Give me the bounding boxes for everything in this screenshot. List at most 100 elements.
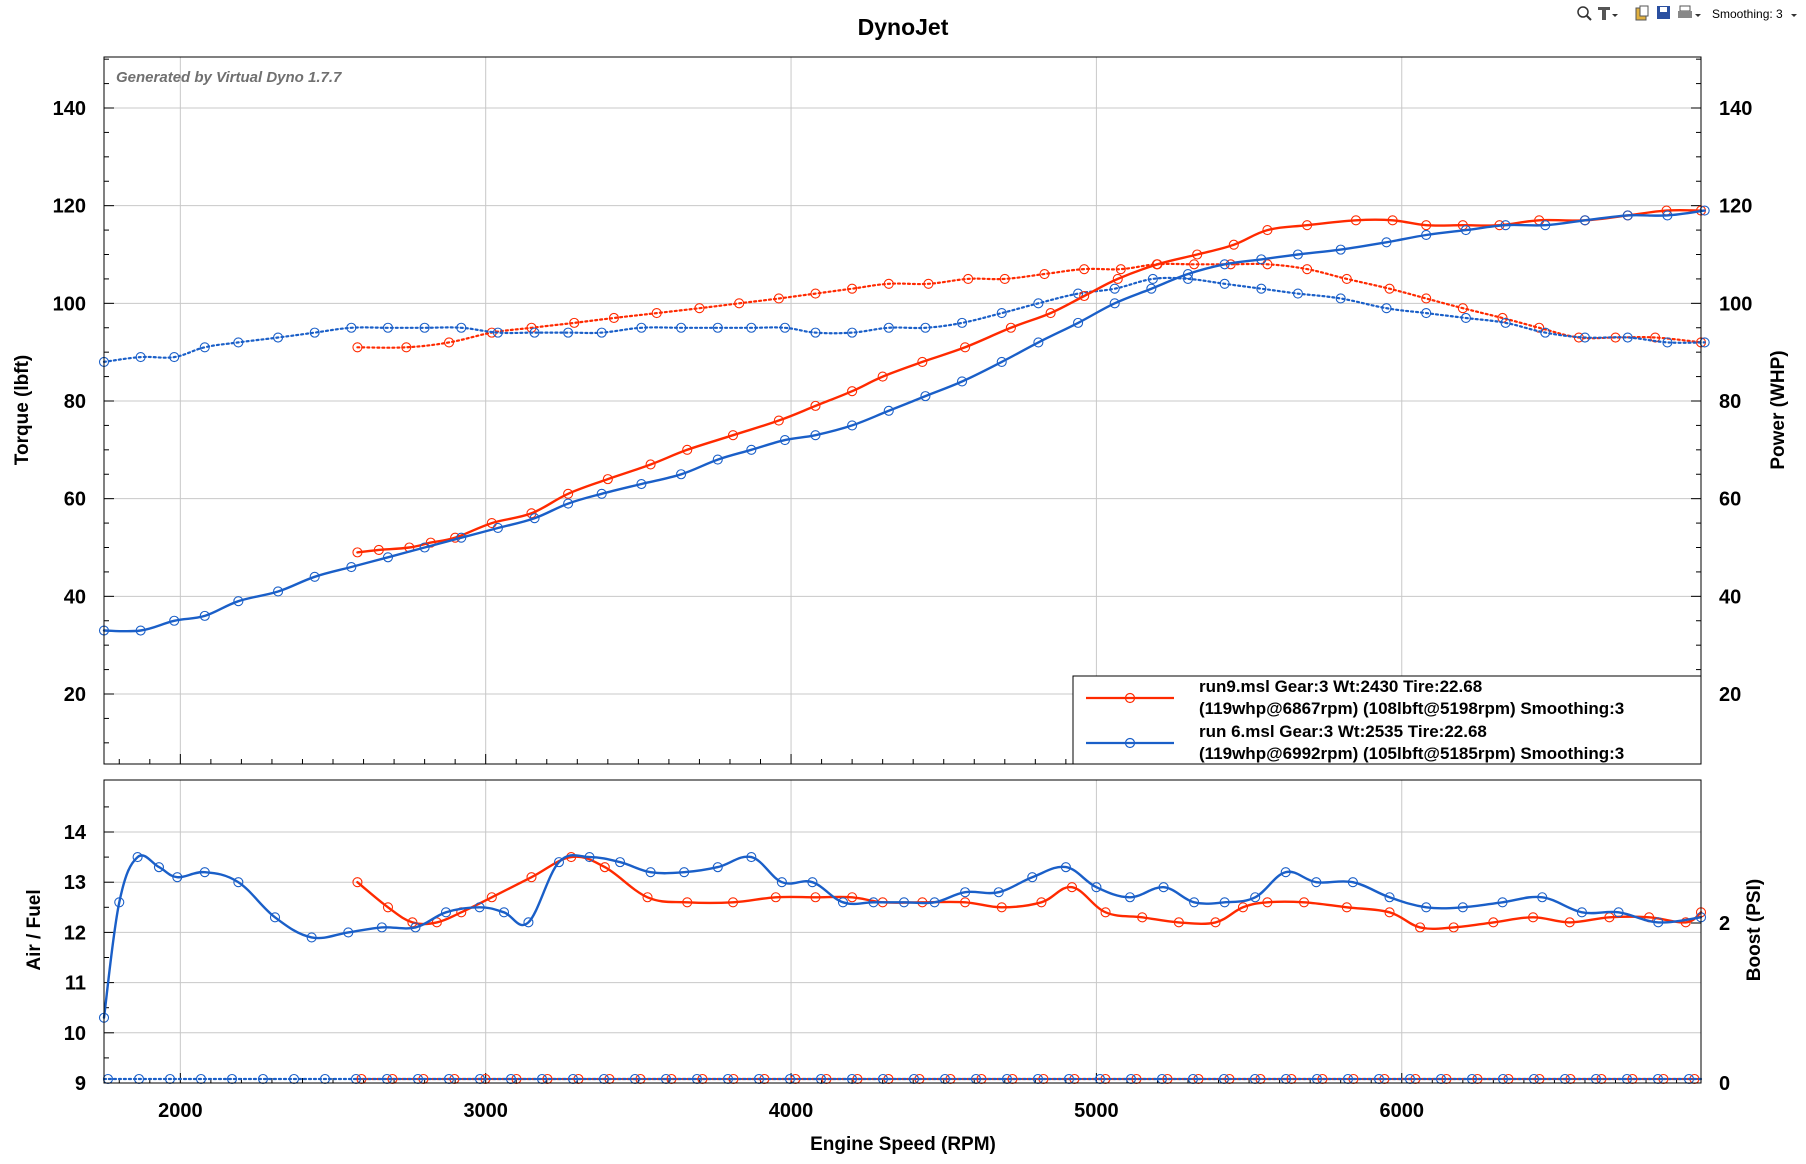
data-point (956, 317, 968, 328)
copy-icon[interactable] (1635, 5, 1649, 21)
y-tick-label-left: 140 (53, 98, 86, 120)
save-icon[interactable] (1657, 6, 1670, 19)
data-point (676, 469, 687, 480)
data-point (382, 552, 394, 563)
data-point (1528, 912, 1539, 923)
top-series (98, 205, 1710, 636)
series-line (356, 855, 1703, 931)
data-point (1219, 259, 1230, 270)
data-point (1662, 337, 1673, 348)
y-tick-label-right: 100 (1719, 293, 1752, 315)
data-point (1540, 327, 1551, 338)
boost-tick-label: 0 (1719, 1073, 1730, 1095)
data-point (1256, 254, 1267, 265)
data-point (877, 371, 888, 382)
data-point (456, 532, 467, 543)
data-point (529, 513, 540, 524)
toolbar: Smoothing: 3 (1577, 5, 1797, 21)
data-point (1091, 882, 1102, 893)
power-axis-title: Power (WHP) (1768, 350, 1789, 469)
bottom-panel: 9 10 11 12 13 14 0 2 2000 3000 4000 5000 6000 Air / … (24, 779, 1765, 1155)
series-line (356, 209, 1703, 554)
print-icon[interactable] (1678, 5, 1701, 18)
data-point (676, 322, 687, 333)
data-point (1457, 303, 1468, 314)
data-point (1210, 917, 1221, 928)
data-point (645, 867, 656, 878)
data-point (712, 322, 723, 333)
chevron-down-icon[interactable] (1791, 14, 1797, 17)
data-point (273, 586, 284, 597)
top-series-run6-power (98, 205, 1710, 636)
afr-tick-label: 14 (64, 822, 87, 844)
data-point (847, 283, 858, 294)
tools-icon[interactable] (1598, 7, 1618, 20)
data-point (807, 877, 818, 888)
data-point (1421, 308, 1432, 319)
data-point (993, 887, 1004, 898)
series-line (102, 276, 1706, 363)
data-point (553, 857, 565, 868)
y-tick-label-right: 60 (1719, 489, 1741, 511)
chart-title: DynoJet (858, 14, 949, 40)
y-tick-label-right: 80 (1719, 391, 1741, 413)
data-point (382, 322, 394, 333)
data-point (425, 537, 436, 548)
torque-axis-title: Torque (lbft) (12, 355, 33, 465)
data-point (1033, 298, 1044, 309)
data-point (1497, 897, 1508, 908)
data-point (1457, 902, 1468, 913)
data-point (920, 391, 931, 402)
data-point (1488, 917, 1499, 928)
data-point (810, 327, 821, 338)
data-point (1421, 220, 1432, 231)
data-point (563, 327, 574, 338)
data-point (746, 322, 757, 333)
data-point (233, 596, 244, 607)
data-point (1415, 922, 1426, 933)
data-point (960, 897, 971, 908)
data-point (440, 907, 452, 918)
data-point (1421, 902, 1432, 913)
data-point (1302, 264, 1313, 275)
data-point (199, 610, 210, 621)
data-point (1448, 922, 1459, 933)
data-point (727, 430, 739, 441)
data-point (1033, 337, 1044, 348)
smoothing-dropdown[interactable]: Smoothing: 3 (1712, 7, 1783, 21)
data-point (1079, 264, 1090, 275)
data-point (996, 356, 1007, 367)
data-point (1347, 877, 1358, 888)
afr-axis-title: Air / Fuel (24, 889, 45, 970)
series-line (356, 262, 1703, 349)
zoom-icon[interactable] (1577, 6, 1592, 21)
data-point (773, 415, 784, 426)
data-point (169, 351, 180, 363)
data-point (1335, 244, 1346, 255)
data-point (1112, 273, 1123, 284)
data-point (883, 405, 894, 416)
data-point (1219, 278, 1230, 289)
data-point (1237, 902, 1249, 913)
afr-tick-label: 13 (64, 872, 86, 894)
legend: run9.msl Gear:3 Wt:2430 Tire:22.68 (119w… (1072, 675, 1702, 765)
data-point (694, 303, 705, 314)
data-point (883, 278, 894, 289)
data-point (1350, 215, 1362, 226)
data-point (1146, 283, 1157, 294)
data-point (847, 420, 858, 431)
data-point (960, 887, 971, 898)
data-point (779, 322, 790, 333)
data-point (847, 892, 858, 903)
data-point (810, 892, 821, 903)
data-point (712, 862, 723, 873)
data-point (837, 897, 849, 908)
data-point (1460, 225, 1471, 236)
data-point (917, 356, 928, 367)
data-point (727, 897, 739, 908)
data-point (996, 308, 1007, 319)
data-point (1152, 259, 1163, 270)
data-point (602, 474, 613, 485)
data-point (776, 877, 787, 888)
afr-tick-label: 12 (64, 922, 86, 944)
